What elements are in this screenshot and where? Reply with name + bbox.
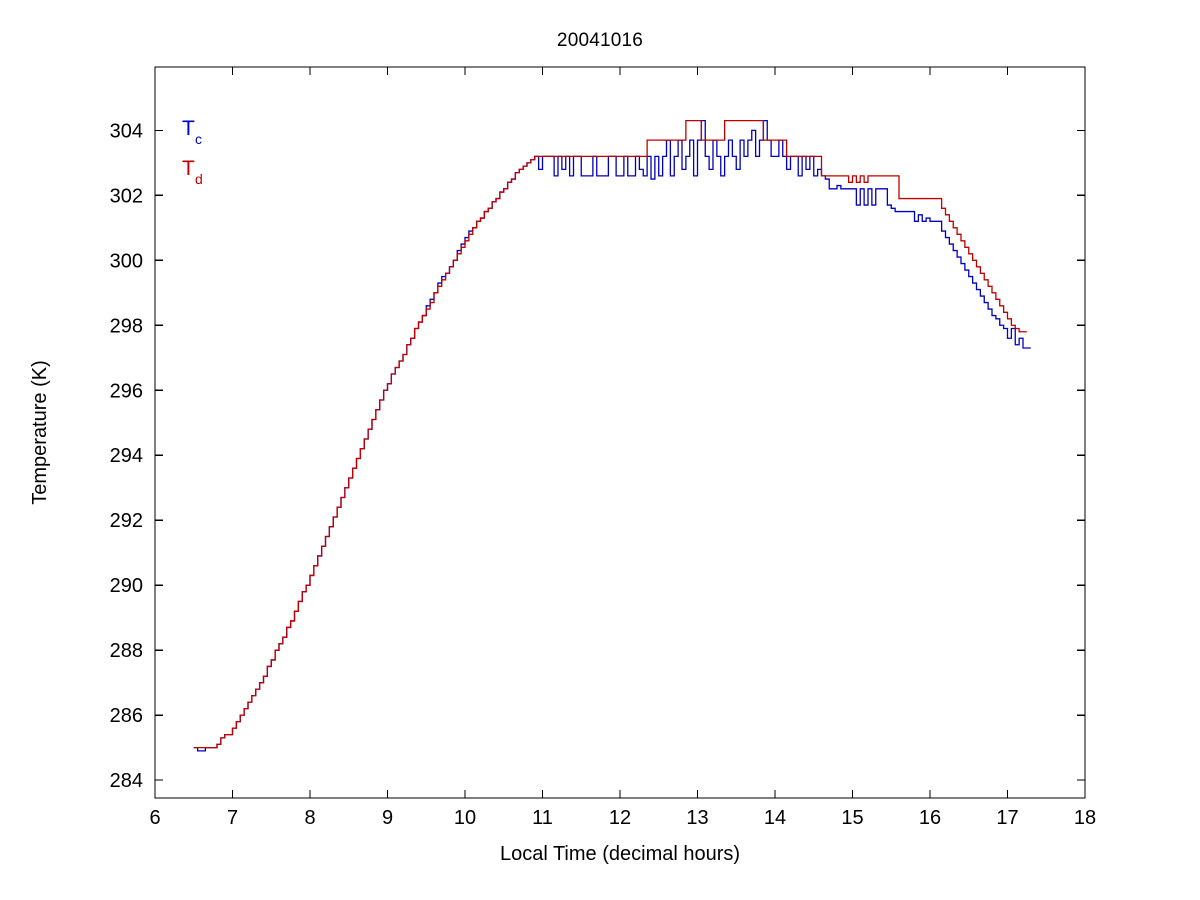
y-tick-label: 298: [110, 315, 143, 337]
plot-frame: [154, 66, 1086, 799]
x-tick-label: 12: [609, 807, 631, 829]
y-tick-label: 292: [110, 510, 143, 532]
legend-subscript-Tc: c: [195, 131, 202, 147]
y-tick-label: 300: [110, 250, 143, 272]
x-tick-label: 10: [454, 807, 476, 829]
y-tick-label: 304: [110, 120, 143, 142]
x-axis-title: Local Time (decimal hours): [500, 843, 740, 865]
x-tick-label: 14: [764, 807, 786, 829]
axis-labels-group: 6 7 8 9 10 11 12 13 14 15 16 17 18 284 286 288 290 292 294…: [29, 120, 1096, 865]
legend-label-Td: T: [182, 157, 195, 180]
legend-subscript-Td: d: [195, 171, 203, 187]
x-tick-label: 11: [532, 807, 553, 829]
series-line-Td: [193, 119, 1027, 749]
y-tick-label: 286: [110, 705, 143, 727]
y-tick-label: 302: [110, 185, 143, 207]
series-line-Tc: [193, 119, 1031, 752]
y-tick-label: 290: [110, 575, 143, 597]
y-tick-label: 288: [110, 640, 143, 662]
y-tick-label: 284: [110, 770, 143, 792]
x-tick-label: 13: [686, 807, 708, 829]
axes-group: [154, 66, 1086, 799]
x-tick-label: 9: [382, 807, 393, 829]
x-tick-label: 16: [919, 807, 941, 829]
x-tick-label: 18: [1074, 807, 1096, 829]
y-tick-label: 296: [110, 380, 143, 402]
data-series-group: [193, 119, 1031, 752]
x-tick-label: 17: [996, 807, 1018, 829]
y-axis-title: Temperature (K): [29, 360, 51, 505]
y-tick-label: 294: [110, 445, 143, 467]
page-title: 20041016: [556, 30, 644, 51]
x-tick-label: 7: [227, 807, 238, 829]
x-tick-label: 15: [841, 807, 863, 829]
x-tick-label: 6: [149, 807, 160, 829]
legend-label-Tc: T: [182, 117, 195, 140]
x-tick-label: 8: [304, 807, 315, 829]
